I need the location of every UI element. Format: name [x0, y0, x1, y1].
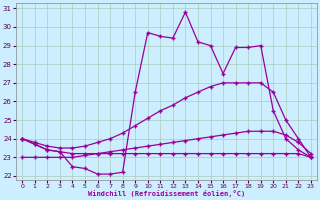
X-axis label: Windchill (Refroidissement éolien,°C): Windchill (Refroidissement éolien,°C): [88, 190, 245, 197]
